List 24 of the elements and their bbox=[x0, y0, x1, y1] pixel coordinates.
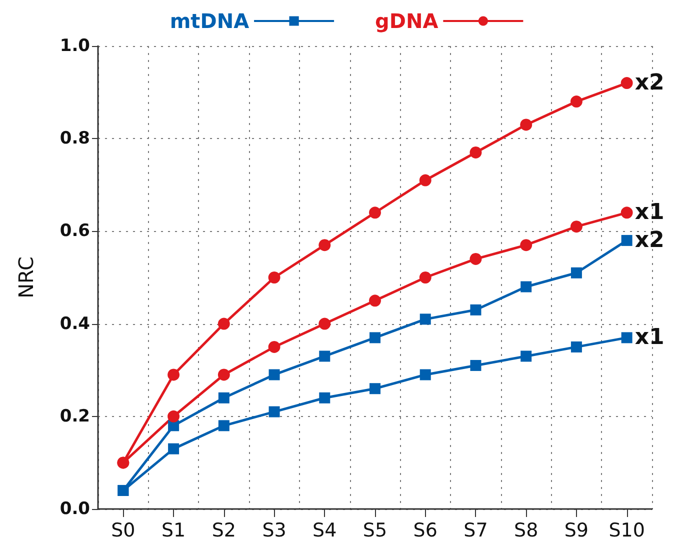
annotation: x1 bbox=[634, 325, 664, 350]
annotation: x1 bbox=[634, 200, 664, 226]
annotation: x2 bbox=[634, 228, 664, 253]
x-tick-label: S10 bbox=[608, 520, 645, 542]
x-tick-label: S0 bbox=[111, 520, 136, 542]
y-tick-label: 1.0 bbox=[60, 36, 90, 56]
x-tick-label: S6 bbox=[413, 520, 438, 542]
x-tick-label: S3 bbox=[262, 520, 286, 542]
x-tick-label: S7 bbox=[464, 520, 488, 542]
y-tick-label: 0.8 bbox=[60, 128, 90, 149]
y-tick-label: 0.4 bbox=[60, 314, 90, 334]
y-axis-title: NRC bbox=[14, 256, 38, 298]
y-tick-label: 0.6 bbox=[60, 221, 90, 242]
x-tick-label: S2 bbox=[212, 520, 236, 542]
x-tick-label: S4 bbox=[312, 520, 337, 542]
y-tick-label: 0.0 bbox=[60, 499, 90, 519]
x-tick-label: S5 bbox=[362, 520, 388, 542]
y-tick-label: 0.2 bbox=[60, 406, 90, 426]
x-tick-label: S9 bbox=[564, 520, 589, 542]
legend-label: gDNA bbox=[375, 9, 439, 33]
x-tick-label: S8 bbox=[514, 520, 538, 542]
annotation: x2 bbox=[634, 70, 664, 96]
x-tick-label: S1 bbox=[161, 520, 186, 542]
legend-label: mtDNA bbox=[170, 9, 250, 33]
